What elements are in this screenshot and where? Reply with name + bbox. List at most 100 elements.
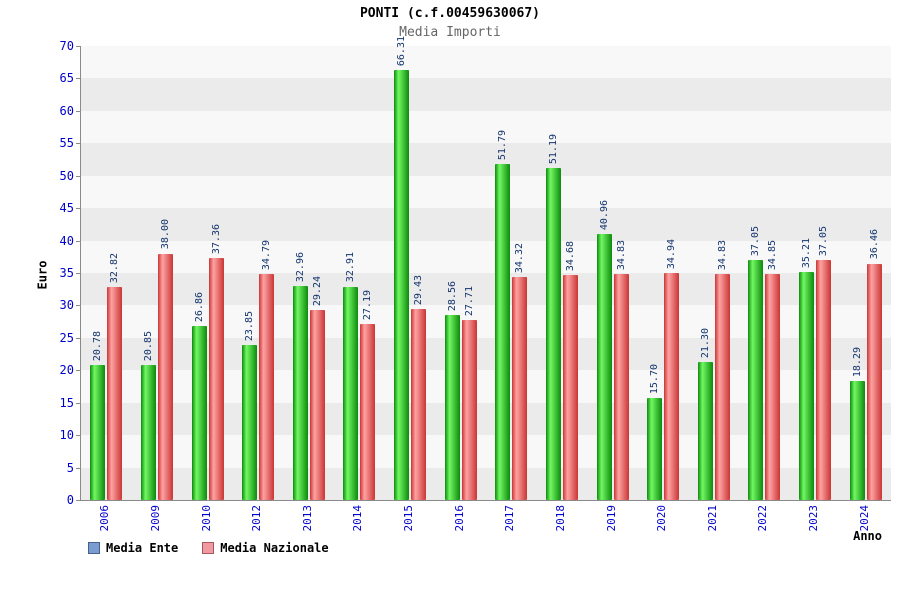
bar-media-ente-2013: [292, 286, 308, 500]
x-tick-label-2016: 2016: [452, 505, 466, 532]
bar-value-label: 40.96: [598, 200, 610, 231]
bar-value-label: 21.30: [699, 327, 711, 358]
bar-value-label: 36.46: [868, 229, 880, 260]
bar-media-ente-2021: [697, 361, 713, 500]
bar-media-nazionale-2018: [562, 275, 578, 500]
y-tick-label: 40: [59, 233, 74, 248]
y-tick-mark: [76, 78, 80, 80]
y-tick-label: 70: [59, 39, 74, 53]
bar-media-ente-2020: [647, 398, 663, 500]
x-tick-label-2024: 2024: [857, 505, 871, 532]
bar-media-ente-2006: [90, 365, 106, 500]
y-tick-label: 25: [59, 330, 74, 345]
bar-value-label: 34.83: [615, 240, 627, 271]
y-tick-label: 50: [59, 168, 74, 183]
y-tick-label: 30: [59, 298, 74, 313]
y-tick-mark: [76, 435, 80, 437]
bar-media-ente-2022: [748, 259, 764, 500]
y-tick-label: 20: [59, 363, 74, 378]
bar-value-label: 18.29: [851, 347, 863, 378]
bar-value-label: 20.78: [92, 331, 104, 362]
bar-value-label: 26.86: [193, 291, 205, 322]
bar-value-label: 37.05: [750, 225, 762, 256]
bar-value-label: 29.43: [413, 275, 425, 306]
x-tick-label-2010: 2010: [199, 505, 213, 532]
bar-value-label: 34.68: [564, 240, 576, 272]
y-tick-label: 60: [59, 103, 74, 118]
y-tick-mark: [76, 500, 80, 501]
bar-media-ente-2018: [545, 168, 561, 500]
bar-value-label: 51.19: [547, 133, 559, 164]
y-tick-label: 35: [59, 266, 74, 280]
bar-media-ente-2014: [343, 286, 359, 500]
grid-band: [81, 208, 891, 241]
grid-band: [81, 110, 891, 144]
bar-media-ente-2015: [394, 69, 410, 500]
legend-label-media-nazionale: Media Nazionale: [220, 541, 329, 555]
x-tick-label-2018: 2018: [553, 505, 567, 532]
x-tick-label-2020: 2020: [655, 505, 669, 532]
bar-value-label: 23.85: [244, 311, 256, 342]
bar-media-nazionale-2024: [866, 263, 882, 500]
plot-area: 20.78 32.82 2006 20.85 38.00 2009 26.86 37.36 20…: [80, 36, 891, 532]
x-tick-label-2015: 2015: [402, 505, 416, 532]
y-tick-mark: [76, 240, 80, 242]
bar-value-label: 37.05: [818, 225, 830, 256]
bar-value-label: 32.91: [345, 252, 357, 283]
bar-media-nazionale-2009: [157, 253, 173, 500]
y-tick-mark: [76, 46, 80, 47]
bar-media-nazionale-2023: [816, 259, 832, 500]
y-tick-mark: [76, 337, 80, 339]
bar-value-label: 27.71: [463, 286, 475, 317]
x-tick-label-2021: 2021: [705, 505, 719, 532]
bar-value-label: 28.56: [446, 280, 458, 311]
x-tick-label-2022: 2022: [756, 505, 770, 532]
x-tick-label-2009: 2009: [148, 505, 162, 532]
bar-value-label: 34.94: [666, 239, 678, 270]
bar-value-label: 32.96: [294, 252, 306, 283]
y-tick-mark: [76, 402, 80, 404]
bar-media-nazionale-2013: [309, 310, 325, 500]
x-tick-label-2023: 2023: [807, 505, 821, 532]
bar-value-label: 51.79: [497, 130, 509, 161]
x-tick-label-2019: 2019: [604, 505, 618, 532]
bar-value-label: 32.82: [109, 253, 121, 284]
legend-label-media-ente: Media Ente: [106, 541, 179, 555]
y-tick-label: 5: [66, 460, 74, 475]
bar-media-nazionale-2010: [208, 257, 224, 500]
bar-media-nazionale-2021: [714, 274, 730, 500]
y-tick-label: 55: [59, 136, 74, 151]
bar-value-label: 15.70: [649, 364, 661, 395]
bar-value-label: 34.83: [716, 240, 728, 271]
bar-media-ente-2009: [140, 364, 156, 500]
y-tick-label: 15: [59, 395, 74, 410]
bar-media-ente-2024: [849, 381, 865, 500]
y-tick-label: 10: [59, 428, 74, 443]
x-tick-label-2006: 2006: [98, 505, 112, 532]
bar-media-ente-2016: [444, 314, 460, 500]
y-tick-mark: [76, 305, 80, 307]
bar-value-label: 34.79: [261, 240, 273, 271]
bar-media-ente-2010: [191, 325, 207, 500]
x-tick-label-2014: 2014: [351, 505, 365, 532]
bar-media-ente-2023: [799, 271, 815, 500]
bar-value-label: 34.85: [767, 239, 779, 270]
bar-value-label: 38.00: [159, 219, 171, 250]
y-tick-label: 0: [66, 493, 74, 507]
x-axis-title: Anno: [853, 529, 882, 543]
bar-media-nazionale-2006: [107, 287, 123, 500]
bar-value-label: 29.24: [311, 276, 323, 307]
legend-swatch-media-ente-icon: [88, 542, 100, 554]
y-tick-mark: [76, 110, 80, 112]
bar-media-nazionale-2016: [461, 320, 477, 500]
bar-value-label: 35.21: [801, 237, 813, 268]
bar-media-ente-2019: [596, 234, 612, 500]
x-tick-label-2012: 2012: [250, 505, 264, 532]
bar-value-label: 34.32: [514, 243, 526, 274]
bar-media-nazionale-2022: [765, 273, 781, 500]
bar-media-nazionale-2015: [411, 309, 427, 500]
chart-subtitle: Media Importi: [399, 25, 501, 40]
chart-title: PONTI (c.f.00459630067): [359, 6, 540, 21]
y-tick-label: 45: [59, 201, 74, 216]
